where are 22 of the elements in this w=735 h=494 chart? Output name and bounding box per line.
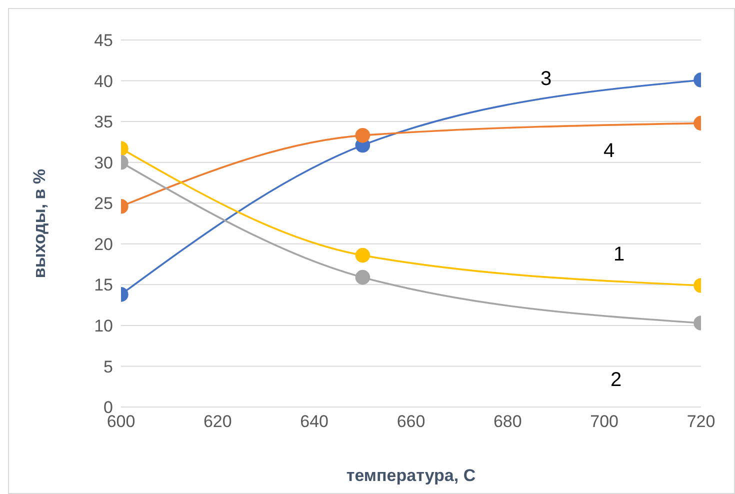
y-axis-title: выходы, в % [30, 168, 50, 278]
y-tick-label: 45 [94, 31, 113, 50]
y-tick-label: 15 [94, 276, 113, 295]
x-tick-label: 600 [106, 412, 136, 432]
y-tick-label: 10 [94, 316, 113, 336]
x-axis-title: температура, С [346, 466, 476, 485]
x-tick-label: 700 [590, 412, 619, 432]
series-label: 4 [603, 140, 615, 162]
y-tick-label: 25 [94, 194, 113, 214]
x-tick-label: 720 [686, 412, 716, 432]
text: 2 [610, 369, 622, 391]
x-tick-label: 660 [396, 412, 426, 432]
x-tick-label: 680 [493, 412, 522, 432]
y-tick-label: 5 [104, 357, 113, 376]
y-tick-label: 20 [94, 234, 113, 254]
x-tick-label: 620 [203, 412, 232, 432]
series-label: 1 [613, 243, 625, 266]
y-tick-label: 40 [94, 72, 113, 91]
x-tick-label: 640 [300, 412, 329, 432]
y-tick-label: 30 [94, 153, 113, 172]
series-label: 3 [540, 68, 552, 90]
y-tick-label: 35 [94, 112, 113, 132]
